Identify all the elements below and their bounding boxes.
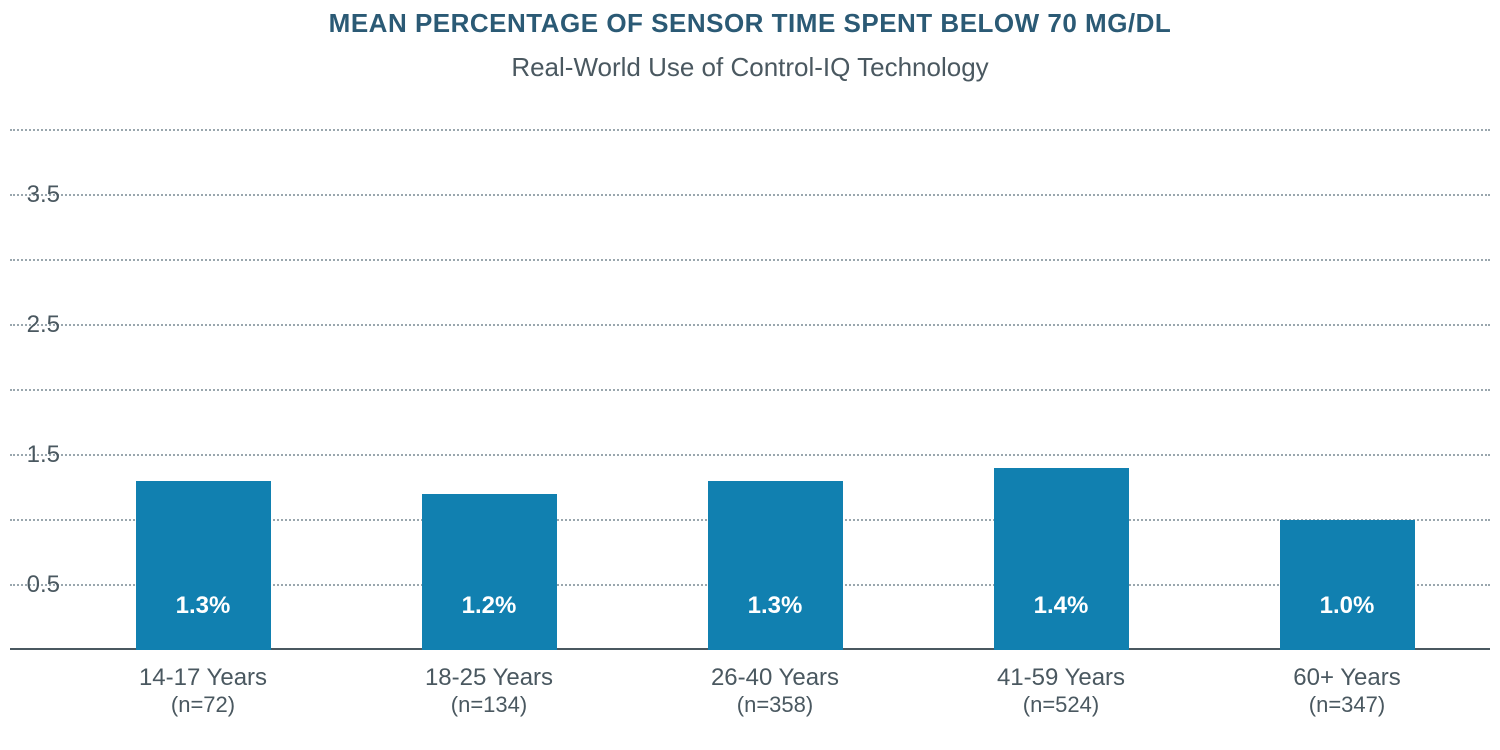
gridline xyxy=(10,324,1490,326)
gridline xyxy=(10,129,1490,131)
bar-value-label: 1.4% xyxy=(994,592,1129,620)
plot-area: 0.51.52.53.51.3%14-17 Years(n=72)1.2%18-… xyxy=(10,130,1490,650)
x-category-label: 26-40 Years(n=358) xyxy=(632,664,918,718)
x-category-name: 60+ Years xyxy=(1204,664,1490,692)
x-category-n: (n=524) xyxy=(918,692,1204,718)
x-category-name: 18-25 Years xyxy=(346,664,632,692)
x-category-n: (n=358) xyxy=(632,692,918,718)
chart-container: MEAN PERCENTAGE OF SENSOR TIME SPENT BEL… xyxy=(0,0,1500,750)
y-tick-label: 2.5 xyxy=(10,311,60,339)
bar-value-label: 1.2% xyxy=(422,592,557,620)
bar: 1.3% xyxy=(136,481,271,650)
x-category-name: 14-17 Years xyxy=(60,664,346,692)
bar: 1.2% xyxy=(422,494,557,650)
x-category-n: (n=72) xyxy=(60,692,346,718)
bar-value-label: 1.3% xyxy=(136,592,271,620)
x-category-n: (n=134) xyxy=(346,692,632,718)
y-tick-label: 3.5 xyxy=(10,181,60,209)
chart-title: MEAN PERCENTAGE OF SENSOR TIME SPENT BEL… xyxy=(0,8,1500,39)
gridline xyxy=(10,194,1490,196)
gridline xyxy=(10,259,1490,261)
gridline xyxy=(10,389,1490,391)
chart-subtitle: Real-World Use of Control-IQ Technology xyxy=(0,52,1500,83)
x-category-n: (n=347) xyxy=(1204,692,1490,718)
bar: 1.4% xyxy=(994,468,1129,650)
bar: 1.3% xyxy=(708,481,843,650)
bar-value-label: 1.0% xyxy=(1280,592,1415,620)
x-category-label: 60+ Years(n=347) xyxy=(1204,664,1490,718)
gridline xyxy=(10,454,1490,456)
x-category-label: 18-25 Years(n=134) xyxy=(346,664,632,718)
y-tick-label: 0.5 xyxy=(10,571,60,599)
x-category-label: 41-59 Years(n=524) xyxy=(918,664,1204,718)
y-tick-label: 1.5 xyxy=(10,441,60,469)
x-category-label: 14-17 Years(n=72) xyxy=(60,664,346,718)
bar-value-label: 1.3% xyxy=(708,592,843,620)
bar: 1.0% xyxy=(1280,520,1415,650)
x-category-name: 41-59 Years xyxy=(918,664,1204,692)
x-category-name: 26-40 Years xyxy=(632,664,918,692)
